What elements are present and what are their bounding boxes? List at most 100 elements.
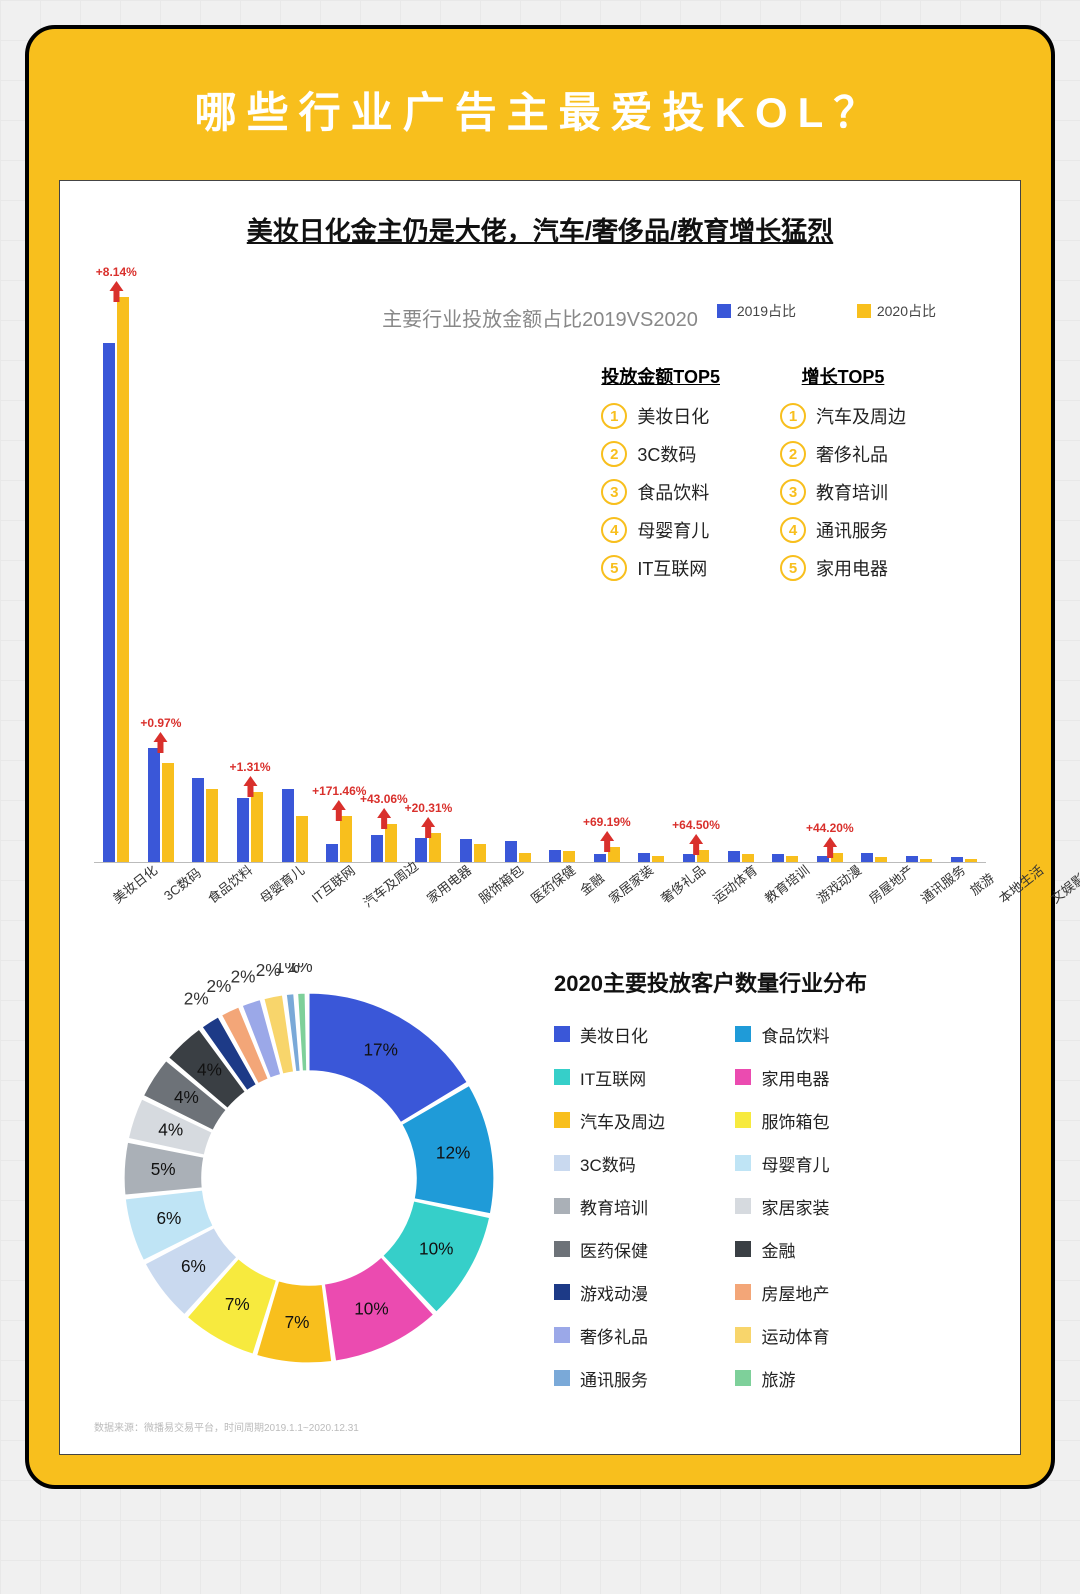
bar-2020 xyxy=(474,844,486,862)
legend-swatch xyxy=(735,1112,751,1128)
donut-right: 2020主要投放客户数量行业分布 美妆日化食品饮料IT互联网家用电器汽车及周边服… xyxy=(554,966,867,1391)
legend-swatch xyxy=(735,1026,751,1042)
bar-group xyxy=(495,841,540,862)
slice-pct-label: 6% xyxy=(157,1208,182,1228)
legend-swatch xyxy=(554,1370,570,1386)
donut-legend: 美妆日化 食品饮料 IT互联网 家用电器汽车及周边 服饰箱包 3C数码 母婴育儿教育培训 家居… xyxy=(554,1022,867,1391)
bar-group xyxy=(852,853,897,862)
donut-legend-row: 奢侈礼品 xyxy=(554,1323,685,1348)
bar-2020 xyxy=(786,856,798,862)
legend-swatch xyxy=(554,1327,570,1343)
bar-group xyxy=(941,857,986,862)
slice-pct-label: 6% xyxy=(181,1256,206,1276)
bar-2019 xyxy=(728,851,740,862)
growth-label: +43.06% xyxy=(360,792,408,818)
donut-legend-row: 旅游 xyxy=(735,1366,866,1391)
legend-swatch xyxy=(554,1026,570,1042)
legend-label: 教育培训 xyxy=(580,1194,648,1219)
bar-2019 xyxy=(772,854,784,862)
bar-2019 xyxy=(861,853,873,862)
bar-2019 xyxy=(683,854,695,862)
legend-label: 游戏动漫 xyxy=(580,1280,648,1305)
growth-label: +44.20% xyxy=(806,821,854,847)
bar-2019 xyxy=(192,778,204,862)
legend-swatch xyxy=(735,1155,751,1171)
bar-2020 xyxy=(117,297,129,862)
slice-pct-label: 12% xyxy=(436,1143,470,1163)
donut-legend-row: 游戏动漫 xyxy=(554,1280,685,1305)
bar-2019 xyxy=(148,748,160,862)
footnote: 数据来源：微播易交易平台，时间周期2019.1.1~2020.12.31 xyxy=(94,1419,986,1434)
bar-2020 xyxy=(920,859,932,862)
bar-group xyxy=(183,778,228,862)
bar-2019 xyxy=(906,856,918,862)
bar-group: +8.14% xyxy=(94,297,139,862)
bar-2020 xyxy=(340,816,352,862)
bar-group xyxy=(272,789,317,862)
legend-label: 汽车及周边 xyxy=(580,1108,665,1133)
legend-label: 家居家装 xyxy=(761,1194,829,1219)
bar-group xyxy=(540,850,585,862)
donut-legend-row: IT互联网 xyxy=(554,1065,685,1090)
donut-legend-row: 食品饮料 xyxy=(735,1022,866,1047)
bar-2020 xyxy=(296,816,308,862)
donut-legend-row: 家用电器 xyxy=(735,1065,866,1090)
legend-label: 金融 xyxy=(761,1237,795,1262)
bar-2020 xyxy=(251,792,263,862)
legend-label: 旅游 xyxy=(761,1366,795,1391)
legend-swatch xyxy=(554,1241,570,1257)
bar-2020 xyxy=(519,853,531,862)
legend-swatch xyxy=(554,1155,570,1171)
growth-label: +1.31% xyxy=(230,760,271,786)
legend-swatch xyxy=(554,1112,570,1128)
bar-group: +43.06% xyxy=(362,824,407,862)
donut-legend-row: 教育培训 xyxy=(554,1194,685,1219)
arrow-up-icon xyxy=(421,817,435,827)
donut-chart: 17%12%10%10%7%7%6%6%5%4%4%4%2%2%2%2%1%1% xyxy=(94,963,524,1393)
legend-label: 3C数码 xyxy=(580,1151,636,1176)
donut-legend-row: 3C数码 xyxy=(554,1151,685,1176)
bar-group xyxy=(629,853,674,862)
bar-2020 xyxy=(385,824,397,862)
legend-label: 家用电器 xyxy=(761,1065,829,1090)
growth-label: +171.46% xyxy=(312,784,366,810)
donut-legend-row: 家居家装 xyxy=(735,1194,866,1219)
bar-2020 xyxy=(875,857,887,862)
bar-2020 xyxy=(652,856,664,862)
slice-pct-label: 2% xyxy=(231,966,256,986)
legend-label: IT互联网 xyxy=(580,1065,646,1090)
arrow-up-icon xyxy=(689,834,703,844)
bar-2019 xyxy=(549,850,561,862)
growth-label: +0.97% xyxy=(140,716,181,742)
donut-legend-row: 服饰箱包 xyxy=(735,1108,866,1133)
bar-2019 xyxy=(103,343,115,862)
bar-group: +0.97% xyxy=(139,748,184,862)
legend-swatch xyxy=(735,1241,751,1257)
donut-legend-row: 母婴育儿 xyxy=(735,1151,866,1176)
slice-pct-label: 5% xyxy=(151,1159,176,1179)
slice-pct-label: 4% xyxy=(174,1087,199,1107)
slice-pct-label: 2% xyxy=(207,976,232,996)
growth-label: +69.19% xyxy=(583,815,631,841)
arrow-up-icon xyxy=(109,281,123,291)
legend-label: 房屋地产 xyxy=(761,1280,829,1305)
bar-group: +20.31% xyxy=(406,833,451,862)
donut-legend-row: 汽车及周边 xyxy=(554,1108,685,1133)
slice-pct-label: 4% xyxy=(158,1119,183,1139)
bar-2020 xyxy=(206,789,218,862)
legend-swatch xyxy=(554,1284,570,1300)
slice-pct-label: 10% xyxy=(354,1299,388,1319)
page-title: 哪些行业广告主最爱投KOL？ xyxy=(59,79,1021,140)
legend-swatch xyxy=(554,1069,570,1085)
slice-pct-label: 7% xyxy=(225,1294,250,1314)
donut-svg: 17%12%10%10%7%7%6%6%5%4%4%4%2%2%2%2%1%1% xyxy=(94,963,524,1393)
bar-2019 xyxy=(237,798,249,862)
bar-2020 xyxy=(965,859,977,862)
slice-pct-label: 7% xyxy=(285,1312,310,1332)
donut-legend-row: 金融 xyxy=(735,1237,866,1262)
donut-legend-row: 美妆日化 xyxy=(554,1022,685,1047)
bar-group xyxy=(718,851,763,862)
bar-2019 xyxy=(371,835,383,862)
bar-x-axis: 美妆日化3C数码食品饮料母婴育儿IT互联网汽车及周边家用电器服饰箱包医药保健金融… xyxy=(94,865,986,923)
bar-chart: 主要行业投放金额占比2019VS2020 2019占比 2020占比 投放金额T… xyxy=(94,283,986,923)
